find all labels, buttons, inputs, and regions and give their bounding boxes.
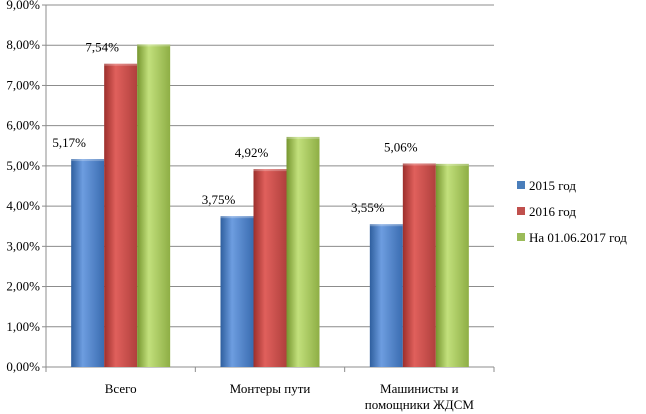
bar-highlight — [435, 163, 469, 166]
x-category-label: помощники ЖДСМ — [365, 397, 475, 412]
bar — [220, 216, 254, 367]
data-label: 4,92% — [235, 145, 269, 160]
y-tick-label: 7,00% — [6, 77, 40, 92]
legend-swatch — [517, 207, 525, 215]
bar — [435, 163, 469, 367]
data-label: 3,75% — [202, 192, 236, 207]
axes: 0,00% 1,00% 2,00% 3,00% 4,00% 5,00% 6,00% 7,00%… — [6, 0, 495, 412]
y-tick-label: 1,00% — [6, 319, 40, 334]
bar — [369, 224, 403, 367]
y-tick-label: 0,00% — [6, 359, 40, 374]
bar-highlight — [104, 63, 138, 66]
bar-highlight — [369, 224, 403, 227]
bar — [71, 159, 105, 367]
data-label: 5,06% — [384, 139, 418, 154]
bar — [253, 169, 287, 367]
legend-label: 2016 год — [529, 204, 576, 219]
y-tick-label: 5,00% — [6, 158, 40, 173]
bar — [104, 63, 138, 367]
legend-label: На 01.06.2017 год — [529, 230, 627, 245]
x-category-label: Машинисты и — [380, 381, 459, 396]
data-label: 3,55% — [351, 200, 385, 215]
data-labels: 5,17% 7,54% 3,75% 4,92% 3,55% 5,06% — [52, 40, 417, 215]
bar-highlight — [253, 169, 287, 172]
bar — [402, 163, 436, 367]
legend-swatch — [517, 181, 525, 189]
bars — [71, 44, 469, 367]
x-category-label: Монтеры пути — [230, 381, 311, 396]
data-label: 5,17% — [52, 135, 86, 150]
data-label: 7,54% — [85, 40, 119, 55]
bar — [286, 136, 320, 367]
x-category-label: Всего — [105, 381, 137, 396]
bar — [137, 44, 171, 367]
y-tick-label: 3,00% — [6, 238, 40, 253]
bar-highlight — [402, 163, 436, 166]
y-tick-label: 9,00% — [6, 0, 40, 12]
bar-highlight — [71, 159, 105, 162]
bar-highlight — [137, 44, 171, 47]
bar-highlight — [220, 216, 254, 219]
legend: 2015 год 2016 год На 01.06.2017 год — [517, 178, 627, 245]
y-tick-label: 6,00% — [6, 118, 40, 133]
legend-label: 2015 год — [529, 178, 576, 193]
bar-highlight — [286, 136, 320, 139]
legend-swatch — [517, 233, 525, 241]
y-tick-label: 8,00% — [6, 37, 40, 52]
y-tick-label: 2,00% — [6, 279, 40, 294]
y-tick-label: 4,00% — [6, 198, 40, 213]
